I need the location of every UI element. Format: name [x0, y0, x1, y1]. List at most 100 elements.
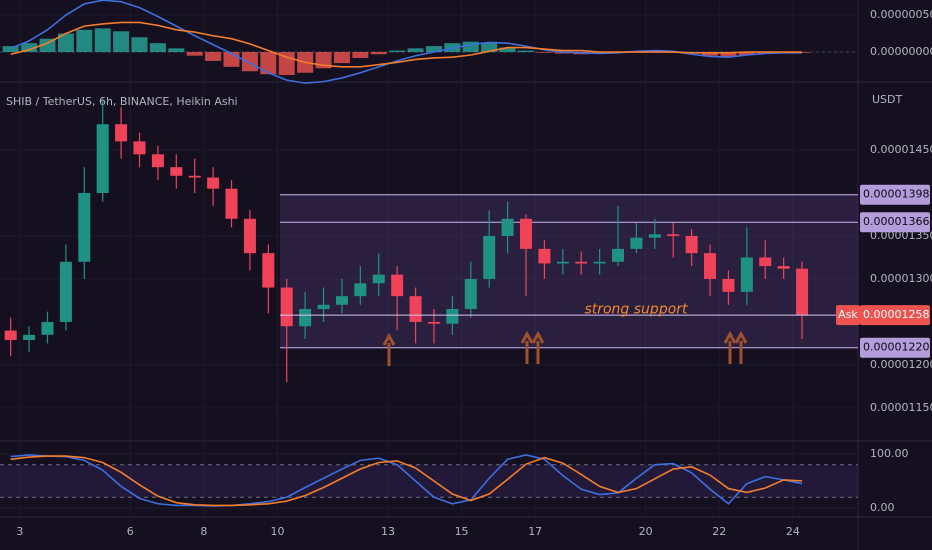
candle-body [170, 167, 183, 176]
candle-body [483, 235, 496, 279]
candle-body [243, 218, 256, 254]
candle-body [188, 175, 201, 178]
macd-bar [499, 47, 516, 53]
candle-body [759, 257, 772, 267]
macd-bar [39, 38, 56, 53]
y-tick-label: 0.00000000 [870, 45, 932, 58]
level-label: 0.00001366 [863, 215, 929, 228]
level-label: 0.00001220 [863, 341, 929, 354]
range-box [280, 194, 858, 348]
candle-body [409, 296, 422, 322]
candle-body [354, 283, 367, 297]
x-tick-label: 6 [127, 525, 134, 538]
indicator-line [10, 454, 803, 507]
macd-bar [113, 31, 130, 53]
candle-body [391, 274, 404, 297]
candle-body [740, 257, 753, 292]
macd-bar [352, 52, 369, 58]
candle-body [59, 261, 72, 322]
candle-body [207, 177, 220, 189]
candle-body [501, 218, 514, 236]
candle-body [464, 278, 477, 310]
candle-body [225, 188, 238, 219]
ask-name: Ask [838, 308, 858, 321]
candle-body [372, 274, 385, 284]
arrows [382, 330, 748, 366]
macd-bar [94, 28, 111, 53]
y-tick-label: 0.00001150 [870, 401, 932, 414]
x-tick-label: 8 [200, 525, 207, 538]
macd-bar [702, 52, 719, 56]
macd-bar [205, 52, 222, 61]
candle-body [648, 234, 661, 238]
candle-body [427, 321, 440, 324]
candle-body [777, 266, 790, 269]
macd-bar [738, 52, 755, 55]
candle-body [575, 261, 588, 264]
y-tick-label: 0.00001200 [870, 358, 932, 371]
y-tick-label: 0.00001300 [870, 272, 932, 285]
macd-bar [168, 48, 185, 53]
macd-bar [76, 29, 93, 53]
x-tick-label: 24 [786, 525, 800, 538]
macd-bar [517, 50, 534, 53]
candle-body [538, 248, 551, 264]
level-box [860, 184, 930, 205]
candle-body [446, 309, 459, 324]
macd-bar [425, 46, 442, 53]
x-tick-label: 17 [528, 525, 542, 538]
x-tick-label: 20 [639, 525, 653, 538]
candle-body [630, 237, 643, 249]
macd-bar [2, 46, 19, 53]
level-label: 0.00001398 [863, 188, 929, 201]
indicator-line [10, 0, 803, 84]
candle-body [115, 124, 128, 142]
candle-body [612, 248, 625, 262]
macd-bar [21, 43, 38, 53]
ask-label: 0.00001258 [863, 308, 929, 321]
macd-bar [149, 43, 166, 53]
candle-body [78, 192, 91, 262]
candle-body [685, 235, 698, 254]
x-tick-label: 3 [16, 525, 23, 538]
candle-body [519, 218, 532, 249]
macd-bar [186, 52, 203, 56]
candle-body [722, 278, 735, 292]
macd-bar [131, 37, 148, 53]
macd-bar [720, 52, 737, 57]
candle-body [151, 154, 164, 168]
y-tick-label: 0.00 [870, 501, 895, 514]
macd-bar [407, 48, 424, 53]
candle-body [4, 330, 17, 341]
macd-bar [57, 33, 74, 53]
candle-body [280, 287, 293, 327]
candle-body [556, 261, 569, 264]
level-box [860, 337, 930, 358]
candle-body [317, 304, 330, 310]
candle-body [133, 141, 146, 155]
indicator-line [10, 21, 803, 68]
candle-body [299, 309, 312, 327]
macd-bar [462, 41, 479, 53]
level-box [860, 212, 930, 233]
macd-bar [370, 52, 387, 55]
unit-label: USDT [872, 93, 903, 106]
candle-body [593, 261, 606, 264]
chart-title: SHIB / TetherUS, 6h, BINANCE, Heikin Ash… [6, 95, 238, 108]
candle-body [796, 268, 809, 316]
ask-name-box [836, 305, 860, 326]
x-tick-label: 13 [381, 525, 395, 538]
candle-body [335, 296, 348, 305]
y-tick-label: 0.00001450 [870, 143, 932, 156]
candle-body [667, 234, 680, 236]
y-tick-label: 0.00001350 [870, 229, 932, 242]
candle-body [23, 334, 36, 341]
y-tick-label: 0.00000050 [870, 8, 932, 21]
annotation: strong support [584, 302, 688, 318]
candle-body [41, 321, 54, 335]
candle-body [96, 124, 109, 193]
macd-bar [481, 43, 498, 53]
candle-body [262, 253, 275, 288]
macd-bar [389, 50, 406, 53]
